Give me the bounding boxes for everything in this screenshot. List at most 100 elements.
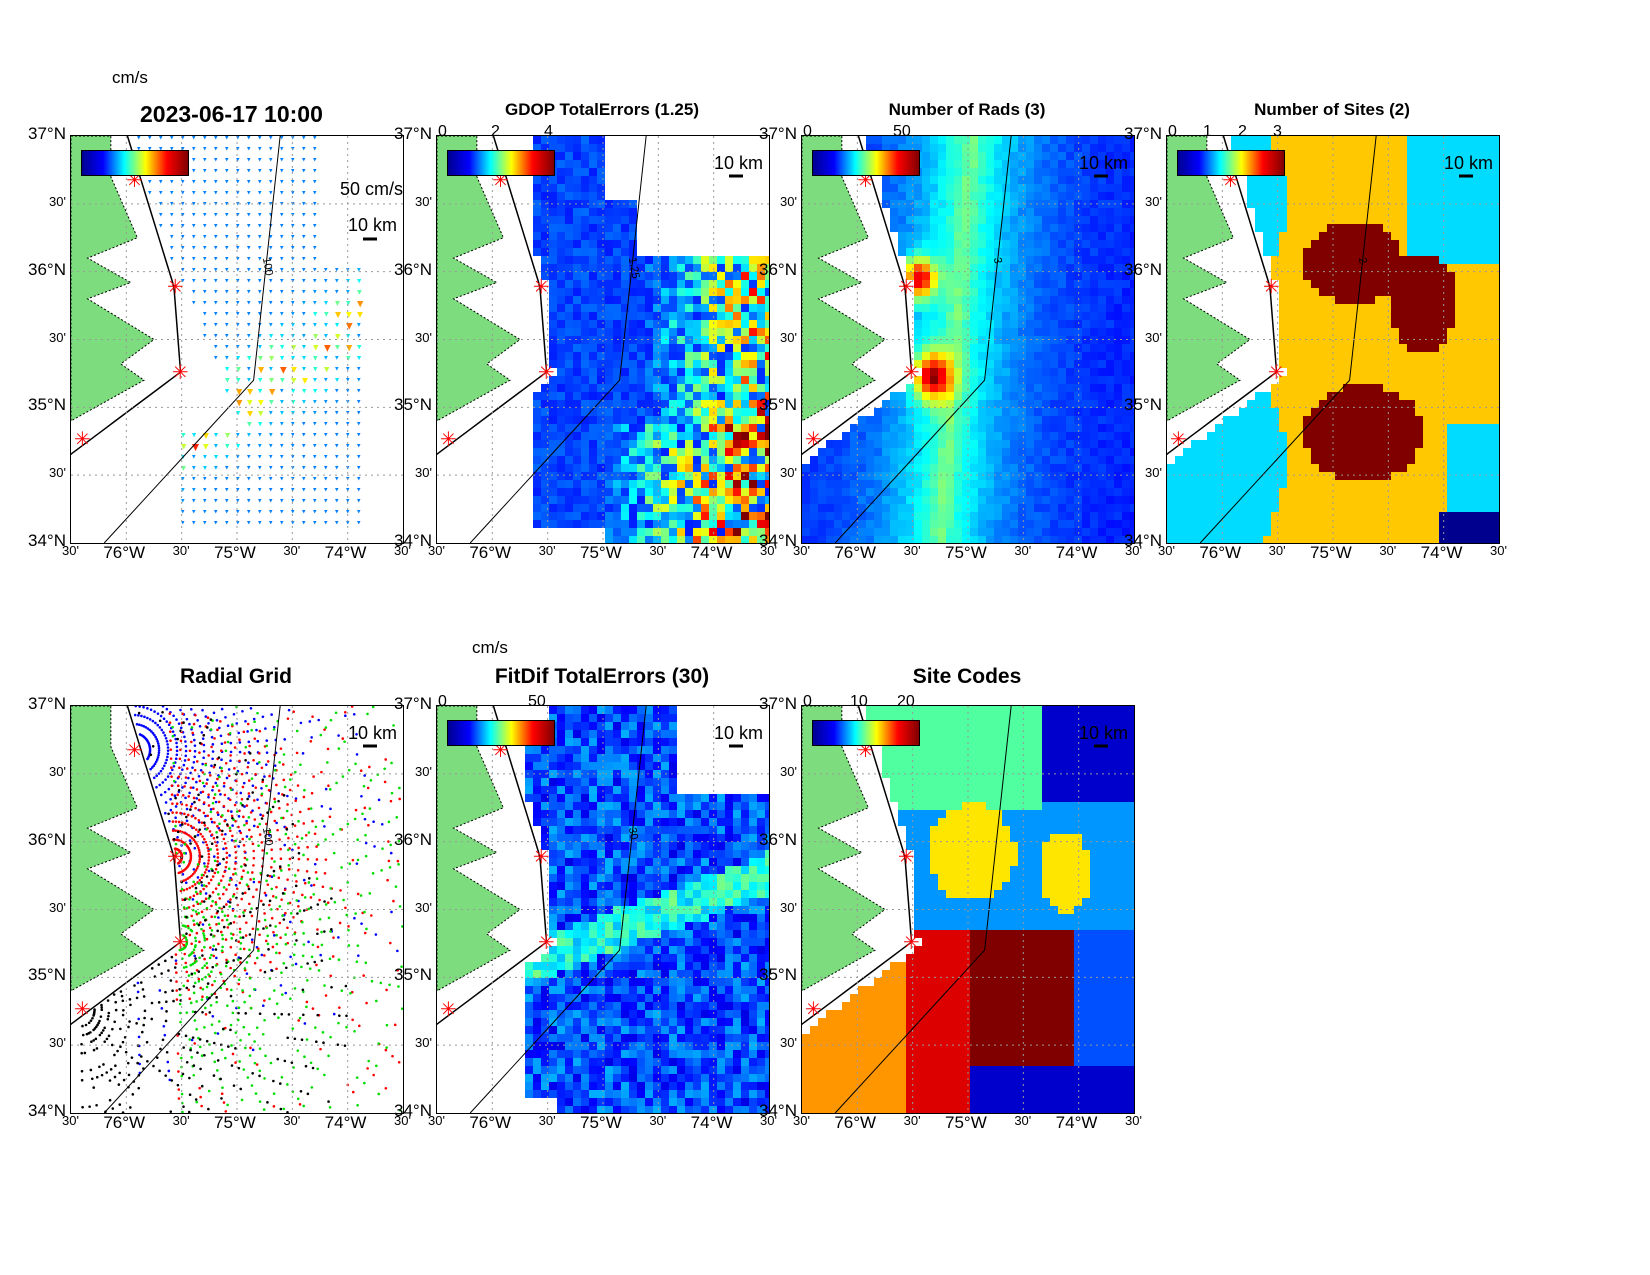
field-cell: [1122, 512, 1130, 520]
field-cell: [1367, 240, 1375, 248]
field-cell: [1383, 296, 1391, 304]
current-vector: [302, 136, 306, 140]
field-cell: [914, 256, 922, 264]
field-cell: [1122, 536, 1130, 543]
field-cell: [1375, 160, 1383, 168]
field-cell: [986, 208, 994, 216]
field-cell: [1399, 200, 1407, 208]
field-cell: [581, 304, 589, 312]
field-cell: [605, 224, 613, 232]
field-cell: [1303, 240, 1311, 248]
field-cell: [922, 152, 930, 160]
field-cell: [1106, 512, 1114, 520]
field-cell: [653, 496, 661, 504]
x-tick-label: 76°W: [469, 543, 512, 562]
field-cell: [685, 488, 693, 496]
current-vector: [203, 444, 209, 450]
field-cell: [1114, 256, 1122, 264]
field-cell: [1311, 456, 1319, 464]
field-cell: [946, 448, 954, 456]
field-cell: [1463, 280, 1471, 288]
field-cell: [709, 304, 717, 312]
current-vector: [170, 246, 174, 250]
current-vector: [214, 180, 218, 184]
field-cell: [1122, 192, 1130, 200]
field-cell: [685, 536, 693, 543]
field-cell: [1455, 184, 1463, 192]
field-cell: [1479, 456, 1487, 464]
field-cell: [1311, 440, 1319, 448]
field-cell: [597, 232, 605, 240]
field-cell: [653, 432, 661, 440]
field-cell: [733, 520, 741, 528]
field-cell: [1058, 184, 1066, 192]
field-cell: [970, 208, 978, 216]
field-cell: [1327, 224, 1335, 232]
field-cell: [1343, 384, 1351, 392]
field-cell: [1106, 408, 1114, 416]
field-cell: [1335, 376, 1343, 384]
field-cell: [669, 272, 677, 280]
field-cell: [1479, 416, 1487, 424]
field-cell: [978, 456, 986, 464]
field-cell: [1375, 144, 1383, 152]
current-vector: [247, 433, 251, 437]
field-cell: [1423, 448, 1431, 456]
field-cell: [1383, 400, 1391, 408]
field-cell: [605, 304, 613, 312]
field-cell: [1383, 216, 1391, 224]
field-cell: [1010, 232, 1018, 240]
field-cell: [1034, 272, 1042, 280]
field-cell: [1447, 240, 1455, 248]
field-cell: [978, 392, 986, 400]
field-cell: [1018, 336, 1026, 344]
field-cell: [826, 520, 834, 528]
current-vector: [159, 202, 163, 206]
field-cell: [1383, 280, 1391, 288]
current-vector: [280, 499, 284, 503]
field-cell: [677, 432, 685, 440]
field-cell: [954, 272, 962, 280]
field-cell: [946, 336, 954, 344]
current-vector: [357, 521, 361, 525]
field-cell: [946, 376, 954, 384]
field-cell: [946, 208, 954, 216]
field-cell: [1319, 424, 1327, 432]
field-cell: [954, 232, 962, 240]
field-cell: [890, 224, 898, 232]
field-cell: [621, 376, 629, 384]
current-vector: [302, 224, 306, 228]
field-cell: [954, 400, 962, 408]
field-cell: [1327, 488, 1335, 496]
field-cell: [1455, 256, 1463, 264]
field-cell: [1463, 328, 1471, 336]
field-cell: [573, 456, 581, 464]
field-cell: [1082, 352, 1090, 360]
field-cell: [1287, 304, 1295, 312]
field-cell: [701, 480, 709, 488]
site-marker-icon: ✳: [440, 429, 457, 451]
current-vector: [225, 455, 229, 459]
field-cell: [685, 384, 693, 392]
field-cell: [685, 272, 693, 280]
field-cell: [1471, 152, 1479, 160]
field-cell: [629, 416, 637, 424]
field-cell: [1407, 312, 1415, 320]
field-cell: [1114, 512, 1122, 520]
current-vector: [203, 224, 207, 228]
field-cell: [597, 496, 605, 504]
field-cell: [1327, 184, 1335, 192]
field-cell: [922, 400, 930, 408]
field-cell: [938, 168, 946, 176]
field-cell: [858, 528, 866, 536]
field-cell: [1106, 280, 1114, 288]
field-cell: [1487, 160, 1495, 168]
field-cell: [725, 384, 733, 392]
field-cell: [1050, 416, 1058, 424]
field-cell: [1018, 280, 1026, 288]
current-vector: [225, 224, 229, 228]
field-cell: [882, 528, 890, 536]
x-tick-label: 76°W: [103, 543, 146, 562]
field-cell: [1311, 288, 1319, 296]
x-tick-label: 30': [62, 543, 79, 558]
